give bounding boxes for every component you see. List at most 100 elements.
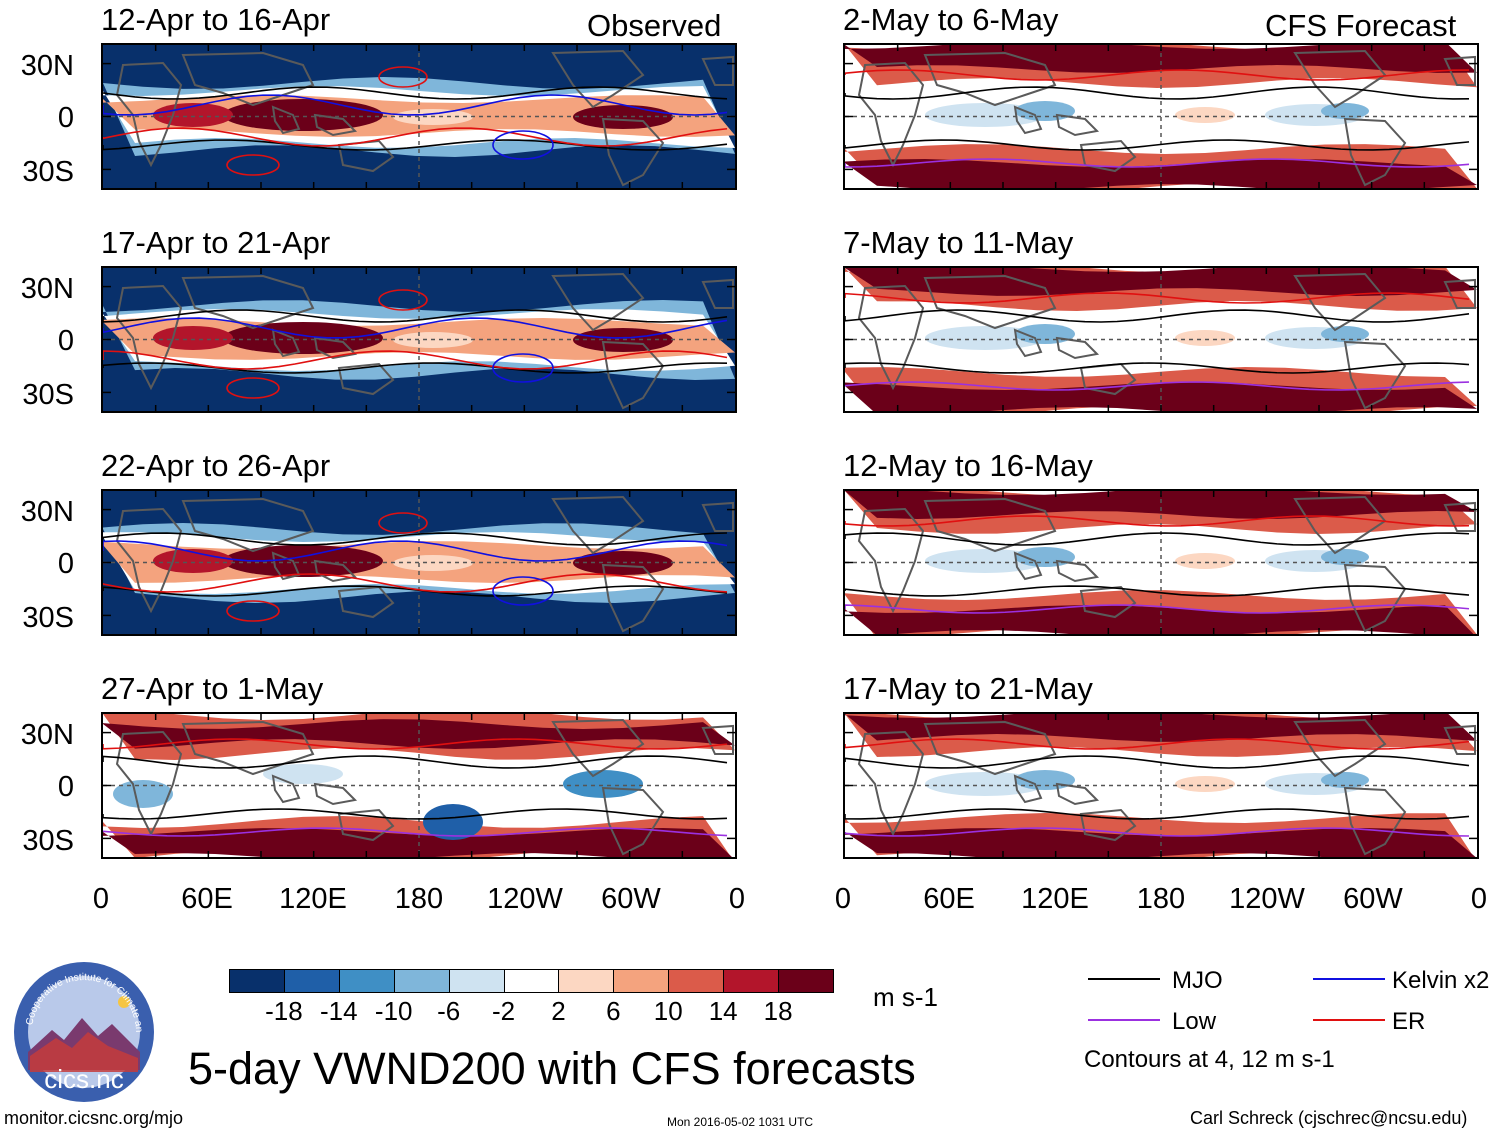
colorbar-tick-label: 18 [763,996,793,1026]
lat-label-eq: 0 [57,325,74,357]
lat-label-30n: 30N [20,496,74,528]
lon-label: 60E [923,883,975,915]
legend-line-kelvin [1313,978,1385,980]
wind-anomaly [1321,103,1369,119]
wind-anomaly [223,99,383,131]
wind-anomaly [153,326,233,350]
wind-anomaly [223,545,383,577]
wind-anomaly [1175,107,1235,123]
panel-title-fc-4: 17-May to 21-May [843,671,1093,706]
footer-url[interactable]: monitor.cicsnc.org/mjo [4,1108,184,1128]
cics-logo-graphic: Cooperative Institute for Climate and Sa… [9,952,154,1102]
contour-line [845,139,1470,151]
legend-label-er: ER [1392,1008,1426,1035]
contour-line [845,738,1470,750]
wind-anomaly [1175,553,1235,569]
colorbar-swatch [723,969,780,993]
lat-label-eq: 0 [57,102,74,134]
lat-label-30n: 30N [20,719,74,751]
lon-label: 60E [181,883,233,915]
map-panel [843,266,1479,413]
colorbar-tick-label: -6 [437,996,461,1026]
colorbar-tick-label: 6 [606,996,621,1026]
logo-text: cics.nc [44,1064,123,1094]
map-canvas [845,45,1477,188]
observed-label: Observed [587,8,722,43]
contour-line [103,127,728,147]
contour-loop [378,66,428,88]
lon-label: 120E [1021,883,1089,915]
contour-line [103,585,728,597]
legend-contours-note: Contours at 4, 12 m s-1 [1084,1046,1335,1073]
colorbar-tick-label: -18 [265,996,303,1026]
contour-line [845,309,1470,323]
footer-timestamp: Mon 2016-05-02 1031 UTC [667,1115,814,1129]
map-panel [843,712,1479,859]
map-panel [101,43,737,190]
lon-label: 120W [1229,883,1305,915]
lat-label-30n: 30N [20,50,74,82]
lon-label: 0 [834,883,852,915]
colorbar-swatch [393,969,450,993]
colorbar-tick-label: 10 [653,996,683,1026]
colorbar-swatch [503,969,560,993]
lon-label: 0 [728,883,746,915]
contour-line [845,585,1470,597]
contour-line [103,94,728,116]
colorbar-swatch [613,969,670,993]
wind-anomaly [423,804,483,840]
lat-label-30s: 30S [22,825,74,857]
contour-line [845,827,1470,837]
wind-anomaly [153,103,233,127]
lon-label: 180 [394,883,444,915]
contour-line [103,362,728,374]
contour-line [845,381,1470,391]
panel-title-fc-1: 2-May to 6-May [843,2,1059,37]
lat-label-30s: 30S [22,379,74,411]
contour-line [845,808,1470,820]
contour-line [845,158,1470,168]
main-title: 5-day VWND200 with CFS forecasts [188,1043,916,1094]
legend-line-er [1313,1019,1385,1021]
forecast-label: CFS Forecast [1265,8,1457,43]
wind-anomaly [1321,549,1369,565]
lon-label: 60W [1343,883,1403,915]
colorbar-tick-label: -10 [374,996,413,1026]
contour-line [845,69,1470,81]
colorbar-tick-label: -2 [491,996,516,1026]
lon-label: 60W [601,883,661,915]
colorbar-tick-label: -14 [320,996,358,1026]
map-canvas [845,491,1477,634]
wind-anomaly [153,549,233,573]
contour-line [103,317,728,339]
contour-loop [492,576,554,606]
map-panel [101,266,737,413]
contour-line [103,755,728,769]
lon-label: 0 [1470,883,1488,915]
legend-label-mjo: MJO [1172,967,1223,994]
contour-line [845,532,1470,546]
panel-title-obs-2: 17-Apr to 21-Apr [101,225,331,260]
footer-author[interactable]: Carl Schreck (cjschrec@ncsu.edu) [1190,1108,1468,1128]
contour-line [845,515,1470,527]
map-panel [843,43,1479,190]
wind-anomaly [1175,776,1235,792]
lat-label-30s: 30S [22,602,74,634]
legend-line-low [1088,1019,1160,1021]
contour-line [103,532,728,546]
wind-anomaly [1175,330,1235,346]
wind-anomaly [113,780,173,808]
contour-line [103,309,728,323]
contour-loop [226,377,280,399]
legend-line-mjo [1088,978,1160,980]
colorbar-swatch [668,969,725,993]
panel-title-obs-3: 22-Apr to 26-Apr [101,448,331,483]
colorbar-swatch [448,969,505,993]
wind-band [103,828,732,857]
colorbar-swatch [558,969,615,993]
colorbar-unit: m s-1 [873,982,938,1012]
contour-line [103,738,728,750]
contour-line [845,86,1470,100]
wind-band [103,719,735,749]
colorbar-swatch [338,969,395,993]
